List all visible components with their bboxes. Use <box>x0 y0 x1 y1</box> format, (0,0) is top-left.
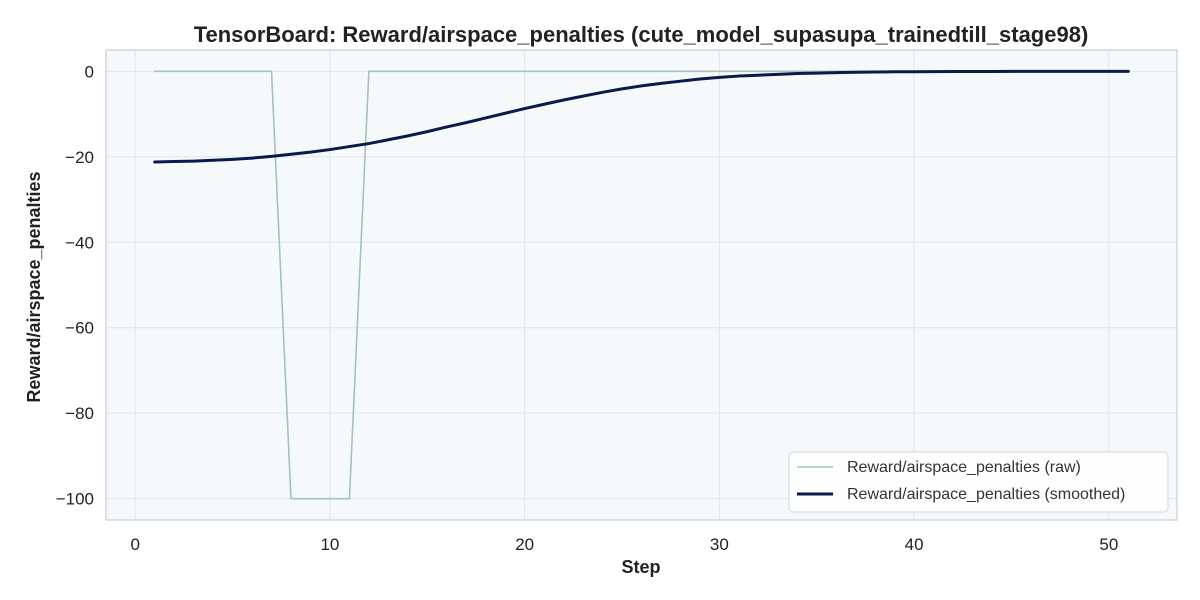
y-tick-label: −20 <box>65 148 94 167</box>
x-tick-label: 10 <box>320 535 339 554</box>
y-tick-label: −40 <box>65 233 94 252</box>
x-tick-label: 20 <box>515 535 534 554</box>
y-tick-label: −100 <box>56 490 94 509</box>
x-axis-label: Step <box>621 557 660 577</box>
ticks: 0 10 20 30 40 50 0 −20 −40 −60 −80 −100 <box>56 62 1119 554</box>
x-tick-label: 0 <box>130 535 139 554</box>
legend: Reward/airspace_penalties (raw) Reward/a… <box>788 451 1169 513</box>
x-tick-label: 30 <box>710 535 729 554</box>
plot-frame <box>105 49 1178 521</box>
y-tick-label: −80 <box>65 404 94 423</box>
x-tick-label: 40 <box>905 535 924 554</box>
x-tick-label: 50 <box>1099 535 1118 554</box>
legend-label-smoothed: Reward/airspace_penalties (smoothed) <box>847 486 1125 503</box>
y-axis-label: Reward/airspace_penalties <box>24 171 44 402</box>
legend-box <box>788 451 1169 513</box>
series-smoothed-line <box>153 69 1130 164</box>
y-tick-label: −60 <box>65 319 94 338</box>
chart-title: TensorBoard: Reward/airspace_penalties (… <box>194 22 1089 47</box>
y-tick-label: 0 <box>85 62 94 81</box>
plot-area <box>106 50 1177 520</box>
legend-label-raw: Reward/airspace_penalties (raw) <box>847 459 1081 476</box>
series-layer <box>153 69 1130 500</box>
